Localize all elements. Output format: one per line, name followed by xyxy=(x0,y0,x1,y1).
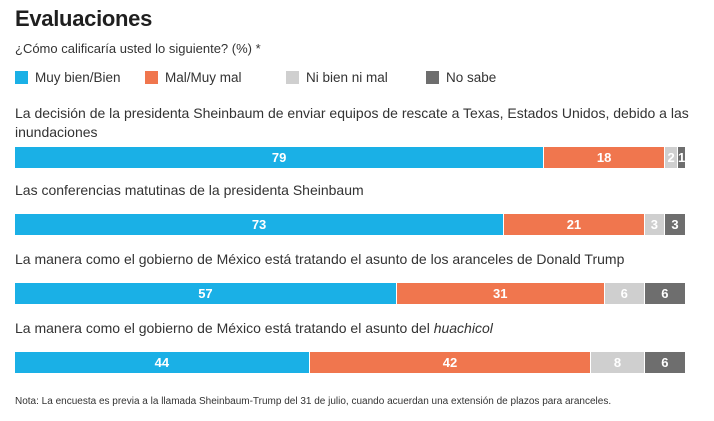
data-label-dontknow: 6 xyxy=(661,355,669,370)
question-4-text: La manera como el gobierno de México est… xyxy=(15,320,434,336)
bar-segment-bad: 42 xyxy=(309,352,592,373)
bar-segment-dontknow: 1 xyxy=(678,147,685,168)
question-4-label: La manera como el gobierno de México est… xyxy=(15,319,695,338)
question-3-label: La manera como el gobierno de México est… xyxy=(15,251,625,267)
bar-segment-good: 79 xyxy=(15,147,545,168)
data-label-neutral: 8 xyxy=(613,355,622,370)
data-label-bad: 18 xyxy=(596,150,612,165)
data-label-bad: 21 xyxy=(566,217,582,232)
bar-segment-bad: 31 xyxy=(396,283,605,304)
bar-1: 79 18 2 1 xyxy=(15,147,685,168)
data-label-good: 57 xyxy=(198,286,213,301)
data-label-good: 73 xyxy=(251,217,267,232)
bar-4: 44 42 8 6 xyxy=(15,352,685,373)
data-label-neutral: 3 xyxy=(650,217,658,232)
legend-item-neutral: Ni bien ni mal xyxy=(286,69,388,85)
question-1-label: La decisión de la presidenta Sheinbaum d… xyxy=(15,105,689,140)
legend-label-neutral: Ni bien ni mal xyxy=(306,69,388,85)
bar-segment-neutral: 3 xyxy=(644,214,665,235)
data-label-neutral: 6 xyxy=(620,286,628,301)
data-label-dontknow: 1 xyxy=(678,150,685,165)
data-label-neutral: 2 xyxy=(667,150,675,165)
bar-3: 57 31 6 6 xyxy=(15,283,685,304)
bar-segment-good: 44 xyxy=(15,352,310,373)
legend-item-dontknow: No sabe xyxy=(426,69,496,85)
chart-subtitle: ¿Cómo calificaría usted lo siguiente? (%… xyxy=(15,41,261,56)
bar-2: 73 21 3 3 xyxy=(15,214,685,235)
data-label-dontknow: 3 xyxy=(671,217,679,232)
data-label-bad: 31 xyxy=(493,286,508,301)
bar-segment-dontknow: 6 xyxy=(644,283,685,304)
bar-segment-neutral: 2 xyxy=(664,147,679,168)
data-label-good: 44 xyxy=(154,355,170,370)
legend-item-good: Muy bien/Bien xyxy=(15,69,121,85)
bar-segment-dontknow: 6 xyxy=(644,352,685,373)
bar-segment-good: 57 xyxy=(15,283,397,304)
bar-segment-bad: 21 xyxy=(504,214,645,235)
legend-item-bad: Mal/Muy mal xyxy=(145,69,242,85)
footnote: Nota: La encuesta es previa a la llamada… xyxy=(15,396,612,407)
legend-swatch-neutral xyxy=(286,70,299,84)
question-2-label: Las conferencias matutinas de la preside… xyxy=(15,182,364,198)
legend-swatch-bad xyxy=(145,70,158,84)
bar-segment-dontknow: 3 xyxy=(664,214,685,235)
data-label-good: 79 xyxy=(271,150,287,165)
legend-label-good: Muy bien/Bien xyxy=(35,69,121,85)
bar-segment-neutral: 8 xyxy=(591,352,645,373)
chart-title: Evaluaciones xyxy=(15,6,153,31)
bar-segment-bad: 18 xyxy=(544,147,665,168)
data-label-bad: 42 xyxy=(442,355,458,370)
bar-segment-good: 73 xyxy=(15,214,505,235)
legend-label-dontknow: No sabe xyxy=(446,69,497,85)
legend-swatch-good xyxy=(15,70,28,84)
bar-segment-neutral: 6 xyxy=(604,283,645,304)
legend-label-bad: Mal/Muy mal xyxy=(165,69,242,85)
question-4-italic-term: huachicol xyxy=(433,320,493,336)
data-label-dontknow: 6 xyxy=(661,286,669,301)
legend-swatch-dontknow xyxy=(426,70,439,84)
